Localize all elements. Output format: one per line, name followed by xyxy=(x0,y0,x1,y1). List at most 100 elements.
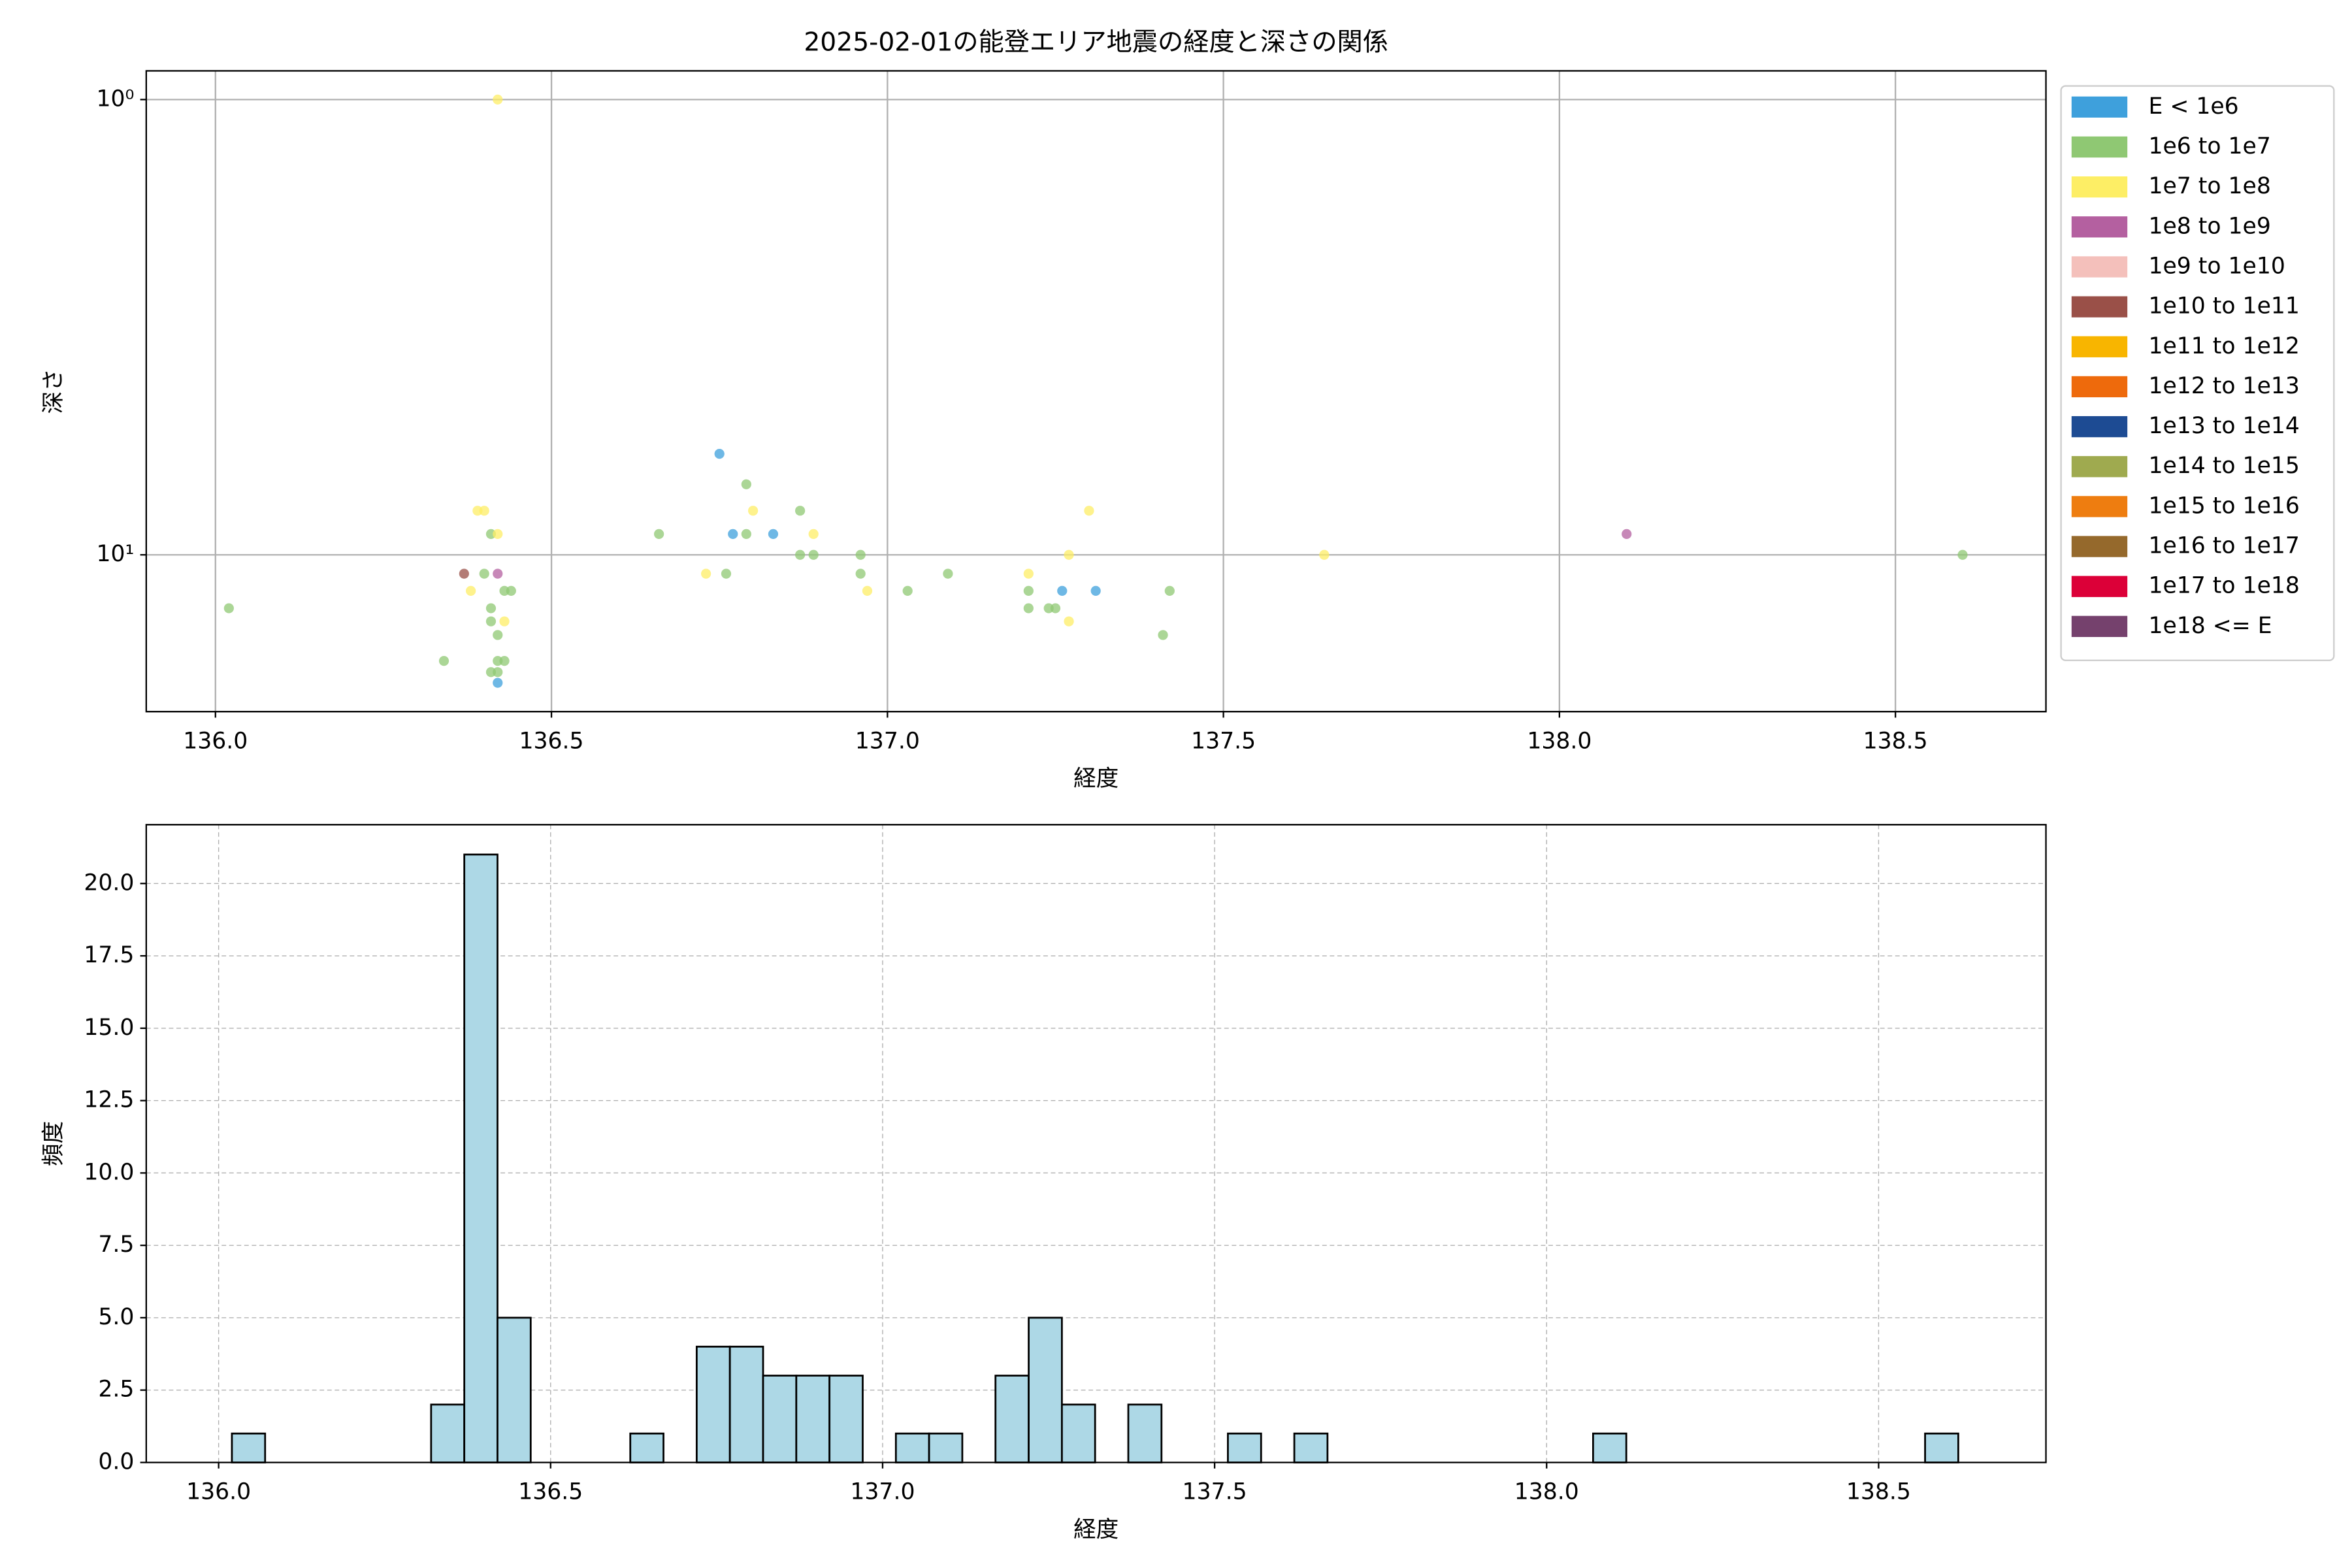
point xyxy=(499,616,510,627)
point xyxy=(493,94,503,105)
bar xyxy=(1060,1403,1096,1463)
legend-swatch xyxy=(2071,296,2128,318)
x-tick-label: 136.0 xyxy=(186,1479,251,1505)
bar xyxy=(1293,1432,1329,1463)
point xyxy=(1319,549,1330,560)
y-tick-label: 10¹ xyxy=(96,541,134,567)
point xyxy=(795,549,806,560)
point xyxy=(485,603,497,613)
point xyxy=(466,585,476,596)
point xyxy=(808,549,819,560)
chart-title: 2025-02-01の能登エリア地震の経度と深さの関係 xyxy=(804,27,1388,57)
point xyxy=(1957,549,1968,560)
legend-swatch xyxy=(2071,456,2128,478)
legend-label: 1e6 to 1e7 xyxy=(2148,133,2270,159)
y-tick-label: 10.0 xyxy=(84,1159,134,1185)
axes-frame xyxy=(145,824,2047,1463)
point xyxy=(438,655,449,666)
x-tick-label: 136.5 xyxy=(519,728,584,754)
point xyxy=(1164,585,1175,596)
legend-swatch xyxy=(2071,176,2128,198)
point xyxy=(1064,549,1074,560)
legend-swatch xyxy=(2071,96,2128,118)
bar xyxy=(1924,1432,1959,1463)
point xyxy=(701,568,711,579)
legend-swatch xyxy=(2071,615,2128,637)
point xyxy=(741,529,751,539)
y-tick-label: 15.0 xyxy=(84,1015,134,1041)
legend-swatch xyxy=(2071,416,2128,438)
legend-swatch xyxy=(2071,256,2128,278)
legend-swatch xyxy=(2071,336,2128,357)
y-tick-label: 2.5 xyxy=(98,1377,134,1403)
x-tick-label: 136.5 xyxy=(518,1479,583,1505)
y-tick-label: 17.5 xyxy=(84,942,134,968)
legend-label: 1e9 to 1e10 xyxy=(2148,253,2285,279)
legend-label: 1e18 <= E xyxy=(2148,613,2272,639)
point xyxy=(1050,603,1061,613)
point xyxy=(493,568,503,579)
point xyxy=(748,506,759,516)
y-axis-label: 頻度 xyxy=(41,1121,67,1166)
bar xyxy=(828,1375,864,1463)
point xyxy=(943,568,953,579)
x-tick-label: 138.0 xyxy=(1527,728,1592,754)
legend-label: 1e11 to 1e12 xyxy=(2148,333,2299,359)
point xyxy=(714,449,725,459)
bar xyxy=(430,1403,466,1463)
x-tick-label: 137.0 xyxy=(850,1479,915,1505)
point xyxy=(493,678,503,688)
legend-label: E < 1e6 xyxy=(2148,93,2238,120)
point xyxy=(479,568,489,579)
point xyxy=(485,616,497,627)
bar xyxy=(1592,1432,1627,1463)
legend-label: 1e16 to 1e17 xyxy=(2148,533,2299,559)
legend-label: 1e8 to 1e9 xyxy=(2148,213,2270,239)
point xyxy=(1057,585,1068,596)
legend-box xyxy=(2060,85,2335,661)
point xyxy=(1023,585,1034,596)
bar xyxy=(629,1432,664,1463)
point xyxy=(1084,506,1094,516)
point xyxy=(855,549,866,560)
point xyxy=(795,506,806,516)
point xyxy=(721,568,732,579)
point xyxy=(654,529,664,539)
x-tick-label: 137.0 xyxy=(855,728,920,754)
x-axis-label: 経度 xyxy=(1073,766,1119,792)
bar xyxy=(994,1375,1030,1463)
point xyxy=(741,479,751,489)
legend-swatch xyxy=(2071,136,2128,158)
point xyxy=(902,585,913,596)
point xyxy=(1158,630,1168,640)
point xyxy=(1023,568,1034,579)
x-tick-label: 138.5 xyxy=(1846,1479,1911,1505)
x-tick-label: 136.0 xyxy=(183,728,248,754)
y-tick-label: 7.5 xyxy=(98,1232,134,1258)
legend-label: 1e10 to 1e11 xyxy=(2148,293,2299,319)
bar xyxy=(231,1432,267,1463)
point xyxy=(493,667,503,678)
legend-swatch xyxy=(2071,216,2128,238)
y-tick-label: 0.0 xyxy=(98,1448,134,1475)
bar xyxy=(695,1345,731,1463)
point xyxy=(768,529,779,539)
bar xyxy=(1028,1316,1063,1463)
bar xyxy=(894,1432,930,1463)
point xyxy=(1622,529,1632,539)
y-tick-label: 10⁰ xyxy=(96,86,134,112)
x-axis-label: 経度 xyxy=(1073,1516,1119,1543)
axes-frame xyxy=(145,70,2047,713)
bar xyxy=(728,1345,764,1463)
legend-swatch xyxy=(2071,496,2128,517)
legend-swatch xyxy=(2071,376,2128,398)
legend-swatch xyxy=(2071,536,2128,557)
y-tick-label: 20.0 xyxy=(84,870,134,896)
bar xyxy=(762,1375,798,1463)
point xyxy=(728,529,738,539)
point xyxy=(808,529,819,539)
bar xyxy=(795,1375,831,1463)
point xyxy=(223,603,234,613)
